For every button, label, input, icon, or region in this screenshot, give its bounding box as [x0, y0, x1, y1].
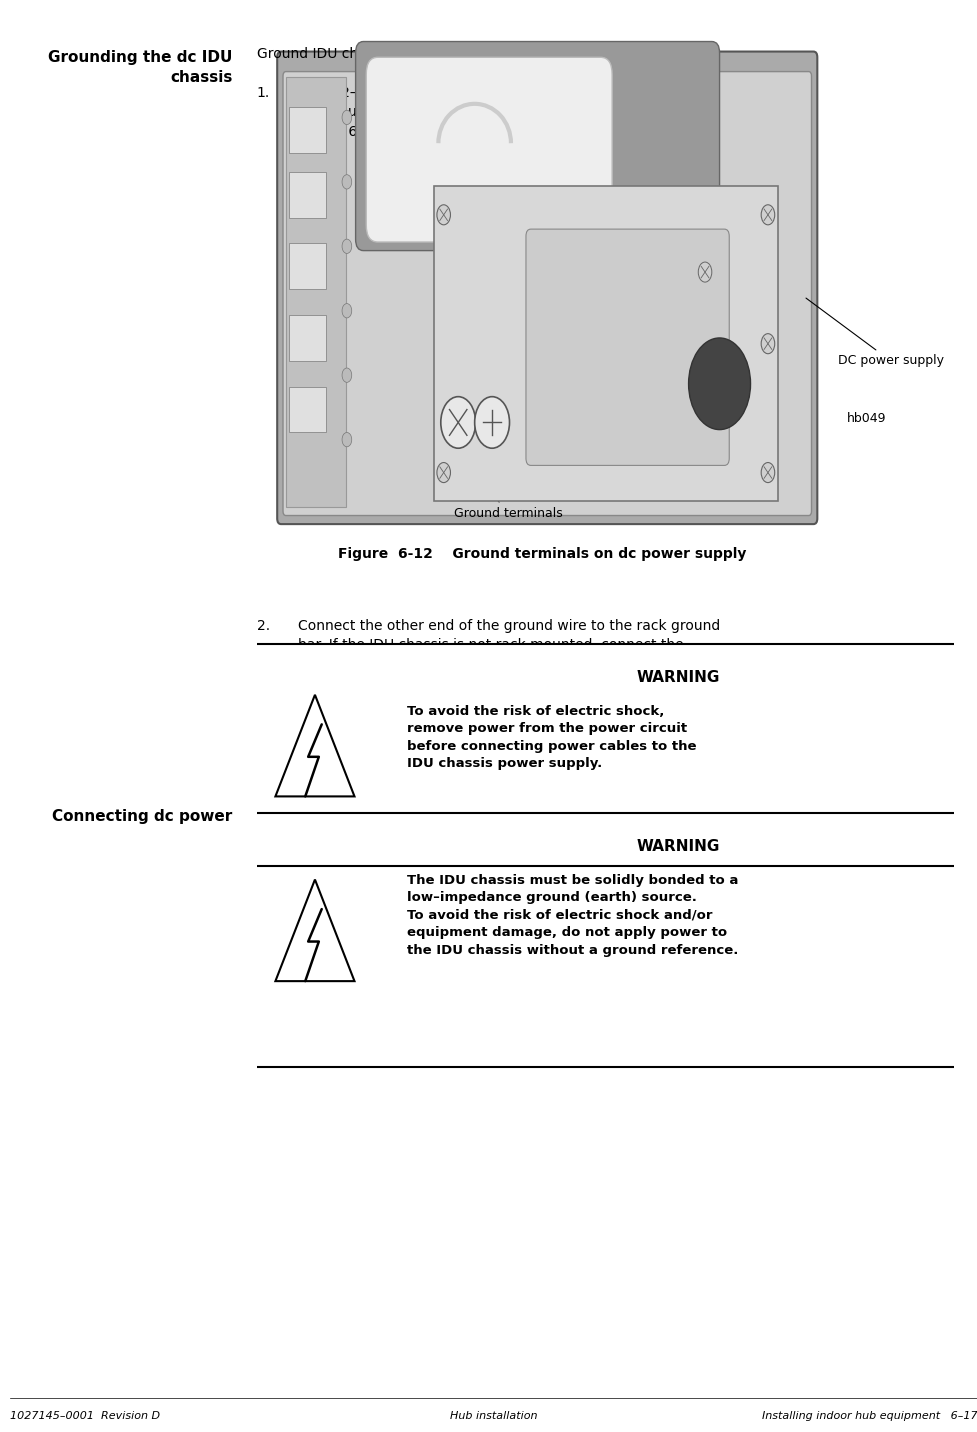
Circle shape	[474, 397, 509, 448]
Circle shape	[342, 432, 352, 447]
Circle shape	[688, 338, 749, 430]
Circle shape	[760, 205, 774, 225]
Text: Connecting dc power: Connecting dc power	[53, 809, 233, 823]
FancyBboxPatch shape	[356, 42, 719, 251]
FancyBboxPatch shape	[288, 315, 325, 361]
Text: WARNING: WARNING	[636, 839, 719, 853]
Bar	[257, 813, 953, 1067]
Circle shape	[441, 397, 475, 448]
Circle shape	[760, 334, 774, 354]
FancyBboxPatch shape	[288, 387, 325, 432]
Text: Grounding the dc IDU
chassis: Grounding the dc IDU chassis	[48, 50, 233, 84]
Circle shape	[437, 205, 450, 225]
FancyBboxPatch shape	[288, 243, 325, 289]
FancyBboxPatch shape	[282, 72, 811, 516]
Text: 1027145–0001  Revision D: 1027145–0001 Revision D	[10, 1411, 160, 1421]
Text: Ground IDU chassis with a dc power supply as follows:: Ground IDU chassis with a dc power suppl…	[257, 47, 634, 62]
Text: WARNING: WARNING	[636, 670, 719, 684]
Circle shape	[342, 239, 352, 253]
FancyBboxPatch shape	[276, 52, 817, 524]
FancyBboxPatch shape	[285, 77, 346, 507]
Text: Connect the other end of the ground wire to the rack ground
bar. If the IDU chas: Connect the other end of the ground wire…	[297, 619, 719, 692]
Text: To avoid the risk of electric shock,
remove power from the power circuit
before : To avoid the risk of electric shock, rem…	[406, 705, 696, 770]
Text: Hub installation: Hub installation	[449, 1411, 537, 1421]
Text: Figure  6-12    Ground terminals on dc power supply: Figure 6-12 Ground terminals on dc power…	[338, 547, 745, 561]
Polygon shape	[276, 695, 354, 796]
Circle shape	[342, 368, 352, 382]
FancyBboxPatch shape	[288, 172, 325, 218]
Bar	[257, 644, 953, 866]
FancyBboxPatch shape	[526, 229, 729, 465]
FancyBboxPatch shape	[434, 186, 777, 501]
Circle shape	[760, 463, 774, 483]
Circle shape	[342, 110, 352, 125]
Text: Ground terminals: Ground terminals	[453, 460, 563, 520]
FancyBboxPatch shape	[288, 107, 325, 153]
Text: 1.: 1.	[257, 86, 270, 100]
Text: DC power supply: DC power supply	[805, 298, 943, 368]
Circle shape	[437, 463, 450, 483]
Text: Installing indoor hub equipment   6–17: Installing indoor hub equipment 6–17	[762, 1411, 977, 1421]
Circle shape	[342, 175, 352, 189]
FancyBboxPatch shape	[365, 57, 612, 242]
Text: Use a 2–hole lug to connect a No. 14 AWG ground wire to
the ground terminals on : Use a 2–hole lug to connect a No. 14 AWG…	[297, 86, 695, 139]
Circle shape	[342, 304, 352, 318]
Circle shape	[698, 262, 711, 282]
Text: 2.: 2.	[257, 619, 270, 633]
Text: The IDU chassis must be solidly bonded to a
low–impedance ground (earth) source.: The IDU chassis must be solidly bonded t…	[406, 874, 738, 957]
Text: hb049: hb049	[846, 412, 886, 425]
Polygon shape	[276, 879, 354, 981]
